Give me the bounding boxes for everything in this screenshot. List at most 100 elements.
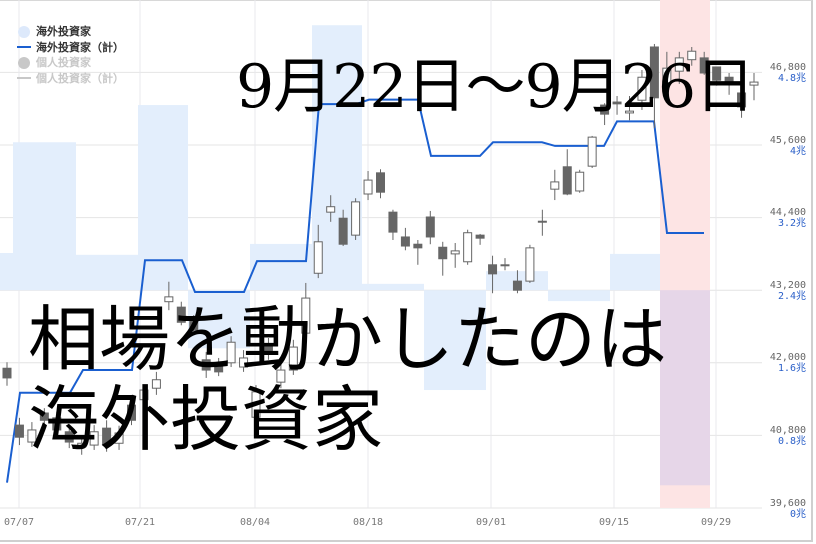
candle	[637, 69, 647, 110]
candle	[89, 425, 99, 450]
candle-body	[114, 432, 124, 444]
y-tick-label: 42,000 1.6兆	[746, 352, 806, 374]
candle	[612, 95, 622, 115]
candle-body	[512, 280, 522, 291]
price-tick: 42,000	[769, 352, 806, 364]
circle-icon	[18, 25, 30, 38]
candle-body	[550, 181, 560, 190]
y-tick-label: 45,600 4兆	[746, 135, 806, 157]
flow-bar	[548, 290, 610, 302]
flow-tick: 2.4兆	[777, 290, 806, 302]
candle-body	[699, 57, 709, 74]
candle-body	[251, 391, 261, 418]
candle	[2, 362, 12, 386]
candle-body	[189, 317, 199, 331]
candle	[226, 336, 236, 368]
candle-body	[562, 166, 572, 195]
candle-body	[214, 362, 224, 373]
candle-body	[475, 234, 485, 239]
candle-body	[176, 306, 186, 323]
x-tick-label: 07/21	[124, 517, 156, 528]
candle	[64, 428, 74, 449]
candle	[276, 362, 286, 389]
candle-body	[89, 431, 99, 446]
line-icon	[17, 77, 31, 80]
flow-tick: 1.6兆	[777, 363, 806, 375]
legend-item-foreign-cumulative[interactable]: 海外投資家（計）	[17, 40, 124, 56]
x-tick-label: 09/15	[598, 517, 630, 528]
candle	[600, 103, 610, 126]
candle-body	[463, 232, 473, 263]
candle	[400, 227, 410, 251]
candle	[251, 385, 261, 423]
candle	[550, 169, 560, 201]
candle-body	[226, 341, 236, 364]
flow-tick: 0兆	[789, 508, 806, 520]
legend-item-foreign[interactable]: 海外投資家	[18, 24, 124, 40]
candle	[724, 73, 734, 95]
candle	[139, 385, 149, 406]
candle-body	[376, 172, 385, 193]
x-tick-label: 08/18	[352, 517, 384, 528]
candle-body	[102, 427, 112, 446]
flow-bar	[424, 290, 486, 391]
legend-item-individual[interactable]: 個人投資家	[18, 55, 124, 71]
candle-body	[488, 264, 498, 275]
candle	[575, 169, 585, 193]
candle-body	[64, 431, 74, 443]
candle	[201, 351, 211, 378]
candle	[313, 224, 323, 279]
candle	[625, 95, 634, 121]
legend-item-individual-cumulative[interactable]: 個人投資家（計）	[17, 71, 124, 87]
flow-bar	[250, 243, 312, 291]
candle	[39, 408, 49, 429]
price-tick: 44,400	[769, 207, 806, 219]
candle-body	[687, 50, 697, 61]
candle	[164, 281, 174, 311]
period-title: 9月22日～9月26日	[236, 52, 755, 122]
candle-body	[662, 67, 672, 84]
candle-body	[425, 216, 435, 238]
candle	[438, 241, 448, 276]
x-tick-label: 09/01	[475, 517, 507, 528]
candle	[376, 169, 385, 199]
foreign-cumulative-line	[6, 98, 704, 483]
foreign-flow-bars	[0, 25, 710, 486]
flow-tick: 4兆	[789, 145, 806, 157]
candle	[288, 339, 298, 375]
candle-body	[413, 243, 423, 249]
flow-tick: 4.8兆	[777, 73, 806, 84]
candle-body	[712, 66, 722, 81]
candle-body	[537, 220, 547, 223]
candle	[463, 229, 473, 265]
candle-body	[637, 76, 647, 101]
candle	[189, 315, 199, 335]
headline-line-2: 海外投資家	[28, 378, 384, 461]
candle	[176, 301, 186, 326]
candle	[214, 357, 224, 377]
candle-body	[263, 344, 273, 353]
candle	[475, 233, 485, 245]
headline-line-1: 相場を動かしたのは	[28, 298, 668, 381]
headline: 相場を動かしたのは 海外投資家	[28, 300, 667, 460]
candle	[488, 255, 498, 294]
candle-body	[388, 211, 398, 233]
legend-label: 海外投資家	[36, 25, 91, 38]
candle	[326, 195, 336, 222]
candle	[27, 422, 37, 447]
candle-body	[301, 297, 311, 334]
flow-bar	[610, 253, 660, 291]
candle-body	[400, 236, 410, 247]
y-tick-label: 39,600 0兆	[746, 498, 806, 520]
flow-tick: 3.2兆	[777, 218, 806, 230]
candle-body	[575, 171, 585, 192]
candle	[102, 420, 112, 452]
x-tick-label: 09/29	[700, 517, 732, 528]
y-tick-label: 40,800 0.8兆	[746, 425, 806, 447]
flow-bar	[76, 254, 138, 291]
candle	[737, 85, 747, 118]
price-candles	[2, 43, 759, 455]
candle-body	[127, 404, 136, 421]
candle-body	[600, 104, 610, 115]
